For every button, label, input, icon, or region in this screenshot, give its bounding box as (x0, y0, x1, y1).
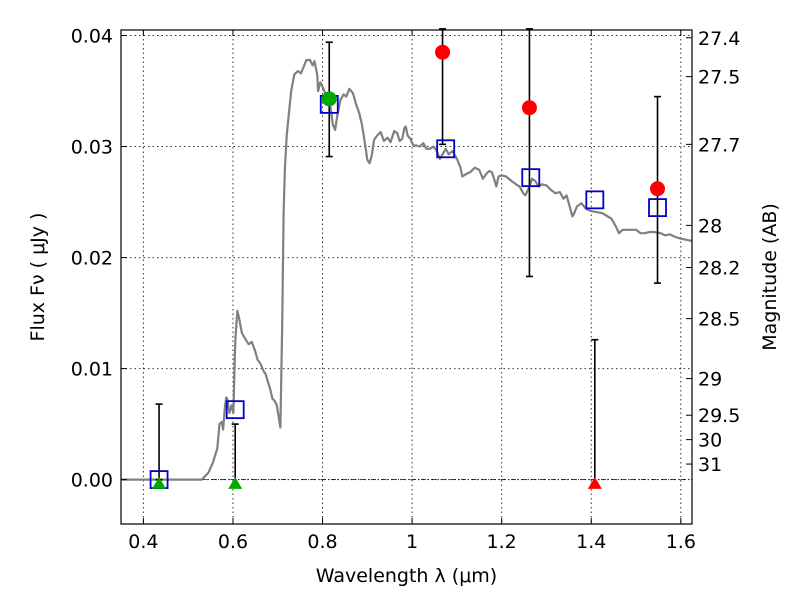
x-tick-label: 0.8 (307, 531, 337, 553)
plot-series (121, 28, 693, 489)
y2-tick-label: 30 (698, 430, 722, 452)
observed-flux-point (321, 91, 337, 107)
x-tick-label: 1 (406, 531, 418, 553)
y2-tick-label: 31 (698, 454, 722, 476)
y2-tick-label: 27.4 (698, 28, 740, 50)
model-photometry-square (648, 198, 667, 218)
model-spectrum-line (121, 58, 693, 481)
x-tick-label: 0.6 (218, 531, 248, 553)
y-tick-label: 0.04 (71, 26, 113, 48)
y-axis-label: Flux Fν ( μJy ) (27, 213, 49, 342)
x-tick-label: 1.6 (666, 531, 696, 553)
observed-flux-point (435, 44, 451, 60)
observed-flux-point (650, 181, 666, 197)
model-photometry-square (436, 139, 456, 159)
y2-tick-label: 29.5 (698, 405, 740, 427)
y2-tick-label: 27.7 (698, 134, 740, 156)
y2-tick-label: 29 (698, 369, 722, 391)
upper-limit-triangle (152, 476, 167, 489)
model-photometry-square (521, 168, 541, 188)
plot-frame (120, 29, 693, 525)
y2-tick-label: 28.5 (698, 309, 740, 331)
axis-ticks: 0.4 0.6 0.8 1 1.2 1.4 1.6 0.00 0.01 0.02 0.03 0.04 2… (71, 26, 741, 553)
y2-tick-label: 28 (698, 215, 722, 237)
x-axis-label: Wavelength λ (μm) (316, 565, 497, 587)
y-tick-label: 0.01 (71, 359, 113, 381)
upper-limit-triangle (587, 476, 602, 489)
y2-tick-label: 27.5 (698, 67, 740, 89)
y-tick-label: 0.00 (71, 470, 113, 492)
y-tick-label: 0.02 (71, 248, 113, 270)
x-tick-label: 1.2 (487, 531, 517, 553)
x-tick-label: 0.4 (128, 531, 158, 553)
model-photometry-square (225, 400, 245, 420)
upper-limit-triangle (228, 476, 243, 489)
y2-tick-label: 28.2 (698, 258, 740, 280)
y2-axis-label: Magnitude (AB) (759, 203, 781, 351)
y-tick-label: 0.03 (71, 137, 113, 159)
x-tick-label: 1.4 (576, 531, 606, 553)
model-photometry-square (585, 190, 605, 210)
observed-flux-point (521, 100, 537, 116)
